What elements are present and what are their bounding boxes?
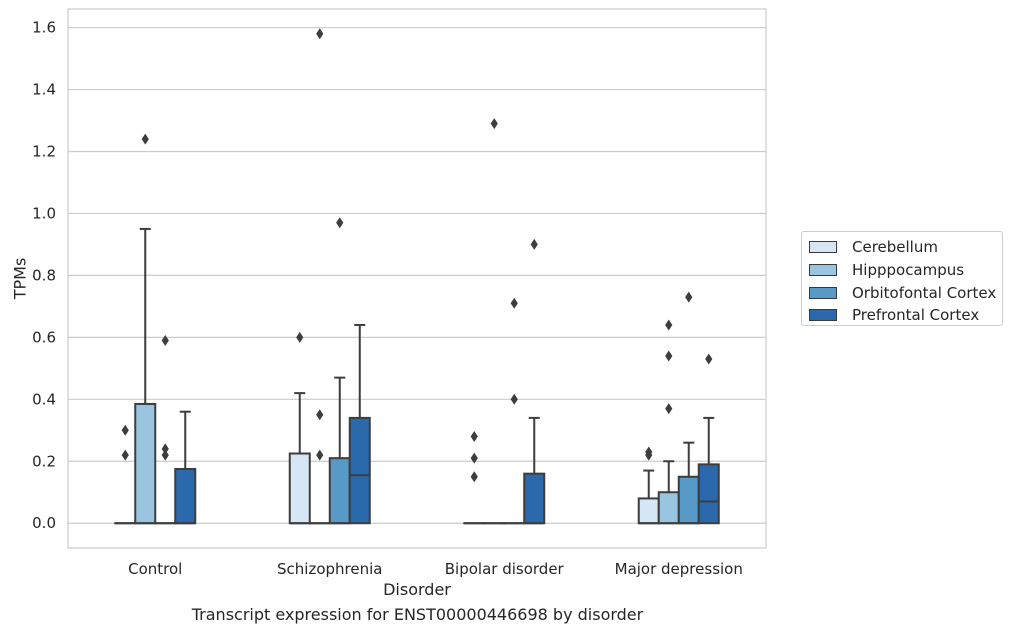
x-axis-label: Disorder (383, 580, 451, 599)
legend: Cerebellum Hipppocampus Orbitofontal Corte… (801, 231, 1003, 326)
legend-item: Cerebellum (809, 236, 1002, 259)
legend-swatch (809, 286, 837, 299)
box-cerebellum (288, 331, 311, 525)
outlier-point (470, 471, 478, 483)
legend-label: Prefrontal Cortex (852, 306, 980, 325)
box-rect (328, 457, 351, 525)
box-prefrontal-cortex (348, 323, 371, 525)
box-orbitofontal-cortex (328, 217, 351, 525)
box-rect (637, 497, 660, 525)
box-prefrontal-cortex (174, 410, 197, 525)
outlier-point (141, 133, 149, 145)
x-tick-label: Schizophrenia (277, 560, 382, 578)
y-tick-label: 0.6 (32, 328, 56, 346)
legend-label: Hipppocampus (852, 261, 965, 280)
x-tick-label: Major depression (615, 560, 743, 578)
outlier-point (161, 449, 169, 461)
outlier-point (316, 449, 324, 461)
y-tick-label: 1.4 (32, 81, 56, 99)
outlier-point (510, 297, 518, 309)
box-hipppocampus (308, 28, 331, 525)
box-rect (288, 452, 311, 525)
outlier-point (316, 28, 324, 40)
box-orbitofontal-cortex (503, 297, 526, 525)
x-tick-label: Bipolar disorder (445, 560, 565, 578)
outlier-point (490, 118, 498, 130)
legend-item: Hipppocampus (809, 259, 1002, 282)
chart-caption: Transcript expression for ENST0000044669… (191, 605, 644, 624)
outlier-point (161, 334, 169, 346)
box-orbitofontal-cortex (154, 334, 177, 525)
box-rect (657, 491, 680, 525)
outlier-point (530, 238, 538, 250)
legend-swatch (809, 241, 837, 254)
outlier-point (161, 443, 169, 455)
box-cerebellum (637, 446, 660, 525)
outlier-point (705, 353, 713, 365)
outlier-point (470, 430, 478, 442)
outlier-point (685, 291, 693, 303)
outlier-point (665, 403, 673, 415)
outlier-point (665, 350, 673, 362)
box-rect (174, 468, 197, 525)
legend-swatch (809, 264, 837, 277)
outlier-point (470, 452, 478, 464)
outlier-point (665, 319, 673, 331)
outlier-point (121, 424, 129, 436)
plot-area-frame (67, 8, 767, 549)
box-series (114, 28, 720, 525)
gridlines (68, 26, 766, 524)
legend-label: Cerebellum (852, 238, 938, 257)
box-rect (677, 475, 700, 525)
outlier-point (336, 217, 344, 229)
y-tick-label: 0.2 (32, 452, 56, 470)
box-hipppocampus (483, 118, 506, 525)
legend-item: Orbitofontal Cortex (809, 281, 1002, 304)
y-tick-label: 1.6 (32, 19, 56, 37)
y-tick-labels: 0.0 0.2 0.4 0.6 0.8 1.0 1.2 1.4 1.6 (32, 19, 56, 533)
y-tick-label: 0.8 (32, 266, 56, 284)
y-tick-label: 0.0 (32, 514, 56, 532)
outlier-point (510, 393, 518, 405)
legend-label: Orbitofontal Cortex (852, 283, 997, 302)
box-rect (697, 463, 720, 525)
y-tick-label: 1.2 (32, 142, 56, 160)
outlier-point (296, 331, 304, 343)
box-hipppocampus (657, 319, 680, 525)
legend-item: Prefrontal Cortex (809, 304, 1002, 327)
outlier-point (121, 449, 129, 461)
box-hipppocampus (134, 133, 157, 525)
x-tick-labels: Control Schizophrenia Bipolar disorder Majo… (128, 560, 743, 578)
y-axis-label: TPMs (11, 258, 30, 301)
box-orbitofontal-cortex (677, 291, 700, 525)
box-rect (134, 402, 157, 525)
box-prefrontal-cortex (697, 353, 720, 525)
box-rect (348, 416, 371, 525)
y-tick-label: 1.0 (32, 204, 56, 222)
x-tick-label: Control (128, 560, 182, 578)
box-prefrontal-cortex (523, 238, 546, 525)
outlier-point (645, 446, 653, 458)
legend-swatch (809, 309, 837, 322)
box-cerebellum (463, 430, 486, 525)
outlier-point (316, 409, 324, 421)
y-tick-label: 0.4 (32, 390, 56, 408)
box-rect (523, 472, 546, 525)
box-cerebellum (114, 424, 137, 525)
